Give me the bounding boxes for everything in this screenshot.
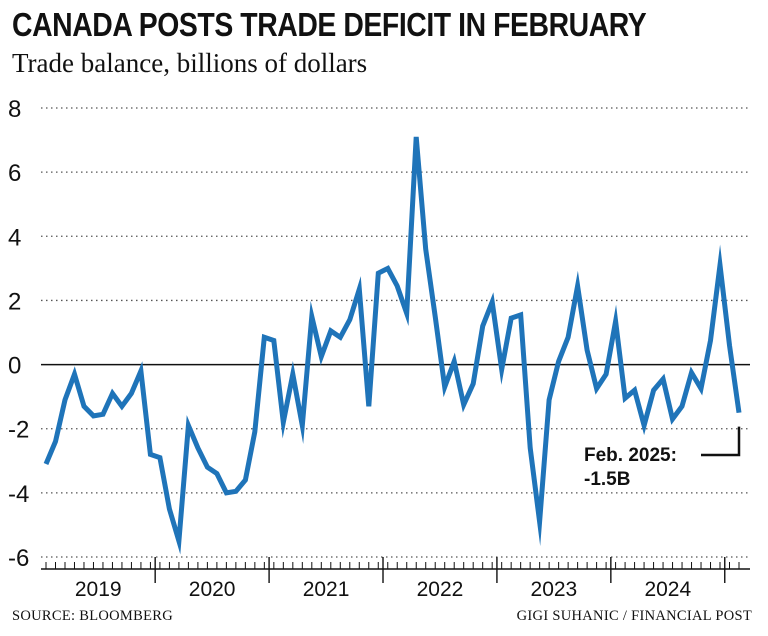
- credit-note: GIGI SUHANIC / FINANCIAL POST: [516, 608, 752, 624]
- y-tick-label: -2: [8, 417, 29, 444]
- source-note: SOURCE: BLOOMBERG: [12, 608, 173, 624]
- x-axis: 2019 2020 2021 2022 2023 2024: [41, 557, 750, 601]
- y-tick-label: -4: [8, 481, 29, 508]
- series-layer: [43, 136, 742, 555]
- x-year-label: 2021: [303, 578, 350, 601]
- gridlines: [41, 107, 750, 558]
- annotation-label-line1: Feb. 2025:: [584, 445, 677, 466]
- series-line-0: [43, 136, 742, 555]
- y-tick-label: 4: [8, 224, 21, 251]
- annotation-callout-line: [701, 426, 741, 457]
- x-year-label: 2024: [644, 578, 691, 601]
- y-tick-label: 2: [8, 288, 21, 315]
- x-year-label: 2020: [189, 578, 236, 601]
- x-year-label: 2022: [417, 578, 464, 601]
- x-year-label: 2023: [531, 578, 578, 601]
- y-axis-labels: 8 6 4 2 0 -2 -4 -6: [8, 96, 29, 572]
- annotation-label-line2: -1.5B: [584, 469, 630, 490]
- chart-title: CANADA POSTS TRADE DEFICIT IN FEBRUARY: [12, 6, 647, 43]
- y-tick-label: 6: [8, 160, 21, 187]
- y-tick-label: -6: [8, 545, 29, 572]
- y-tick-label: 0: [8, 353, 21, 380]
- x-year-label: 2019: [75, 578, 122, 601]
- chart-subtitle: Trade balance, billions of dollars: [12, 48, 368, 78]
- annotation: Feb. 2025: -1.5B: [584, 426, 741, 490]
- y-tick-label: 8: [8, 96, 21, 123]
